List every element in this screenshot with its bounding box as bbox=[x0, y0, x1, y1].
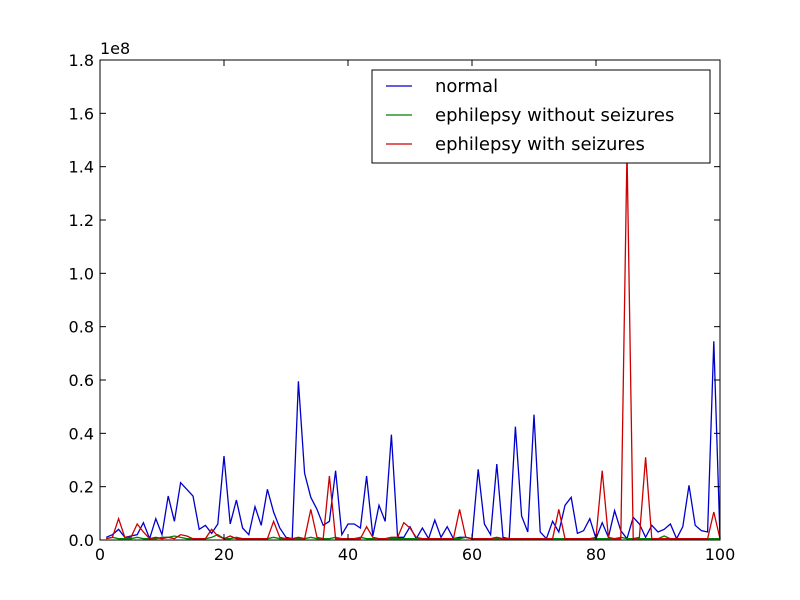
y-tick-label: 0.2 bbox=[69, 478, 94, 497]
series-layer bbox=[105, 150, 721, 541]
x-tick-label: 80 bbox=[586, 545, 606, 564]
legend: normal ephilepsy without seizures ephileps… bbox=[371, 69, 711, 164]
x-tick-label: 40 bbox=[338, 545, 358, 564]
series-line-3 bbox=[106, 150, 721, 540]
legend-label-3: ephilepsy with seizures bbox=[435, 134, 645, 155]
x-tick-label: 60 bbox=[462, 545, 482, 564]
plot-frame bbox=[99, 59, 721, 541]
y-tick-label: 0.6 bbox=[69, 371, 94, 390]
y-tick-label: 0.0 bbox=[69, 531, 94, 550]
y-multiplier-label: 1e8 bbox=[100, 39, 130, 58]
x-tick-label: 0 bbox=[95, 545, 105, 564]
y-tick-label: 0.4 bbox=[69, 424, 94, 443]
legend-label-2: ephilepsy without seizures bbox=[435, 105, 674, 126]
legend-label-1: normal bbox=[435, 76, 498, 97]
y-tick-label: 1.4 bbox=[69, 158, 94, 177]
y-tick-label: 1.8 bbox=[69, 51, 94, 70]
x-tick-label: 100 bbox=[705, 545, 736, 564]
y-tick-label: 1.0 bbox=[69, 264, 94, 283]
y-tick-label: 1.6 bbox=[69, 104, 94, 123]
axis-layer: 0 20 40 60 80 100 0.0 0.2 0.4 0.6 0.8 1.0 1.2 1.4 1.6 1… bbox=[69, 51, 736, 564]
y-tick-label: 0.8 bbox=[69, 318, 94, 337]
legend-box bbox=[371, 69, 711, 164]
x-tick-label: 20 bbox=[214, 545, 234, 564]
series-line-2 bbox=[106, 533, 720, 540]
y-tick-label: 1.2 bbox=[69, 211, 94, 230]
